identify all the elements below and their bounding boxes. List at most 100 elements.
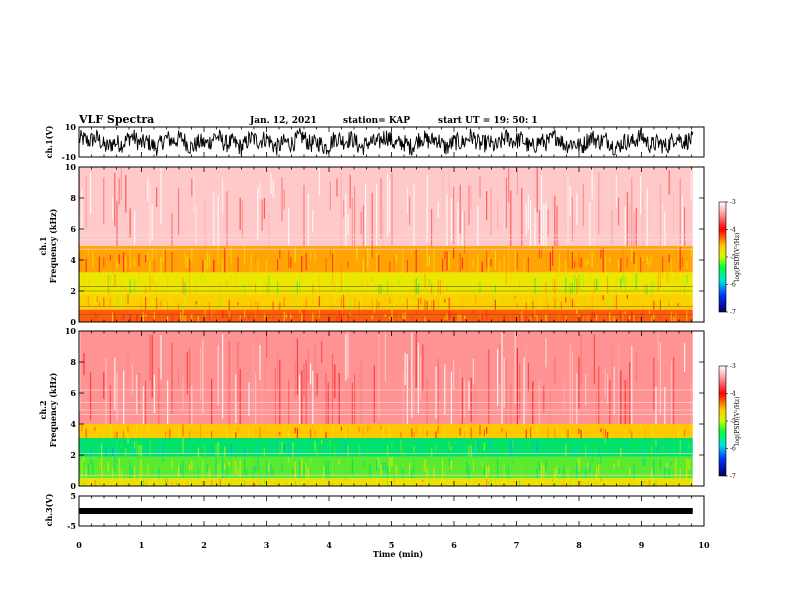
- spectral-streak: [182, 461, 184, 478]
- spectral-streak: [593, 312, 595, 318]
- spectral-streak: [202, 260, 204, 273]
- spectral-streak: [420, 438, 422, 449]
- spectral-streak: [501, 332, 503, 424]
- spectral-streak: [329, 462, 331, 478]
- spectral-streak: [158, 367, 160, 424]
- spectral-streak: [299, 445, 301, 457]
- spectral-streak: [367, 248, 369, 269]
- spectral-streak: [299, 310, 301, 314]
- spectral-streak: [536, 441, 538, 453]
- spectral-streak: [415, 310, 417, 314]
- spectral-streak: [178, 366, 180, 387]
- spectral-streak: [217, 246, 219, 266]
- spectral-streak: [197, 315, 199, 322]
- spectral-streak: [415, 333, 417, 388]
- spectral-streak: [244, 310, 246, 318]
- spectral-streak: [411, 332, 413, 418]
- spectral-streak: [147, 465, 149, 475]
- spectral-streak: [653, 199, 655, 247]
- spectral-streak: [530, 316, 532, 322]
- spectral-streak: [684, 283, 686, 295]
- spectral-streak: [514, 250, 516, 273]
- spectral-streak: [292, 467, 294, 476]
- spectral-streak: [466, 252, 468, 273]
- spectral-streak: [345, 193, 347, 247]
- spectral-streak: [191, 248, 193, 262]
- spectral-streak: [217, 427, 219, 434]
- spectral-streak: [129, 208, 131, 238]
- spectral-streak: [431, 447, 433, 457]
- spectral-streak: [567, 429, 569, 438]
- spectral-streak: [211, 273, 213, 291]
- spectral-streak: [338, 425, 340, 435]
- spectral-streak: [571, 252, 573, 269]
- spectral-streak: [226, 301, 228, 307]
- spectral-streak: [563, 430, 565, 438]
- spectral-streak: [125, 275, 127, 285]
- spectral-streak: [558, 281, 560, 295]
- spectral-streak: [153, 374, 155, 414]
- spectral-streak: [591, 168, 593, 200]
- spectral-streak: [310, 250, 312, 260]
- spectral-streak: [534, 443, 536, 450]
- spectral-streak: [248, 382, 250, 416]
- spectral-streak: [422, 424, 424, 437]
- spectral-streak: [503, 254, 505, 271]
- spectral-streak: [296, 338, 298, 395]
- spectral-streak: [87, 295, 89, 307]
- spectral-streak: [470, 378, 472, 423]
- spectral-streak: [129, 314, 131, 322]
- y-tick-label: 6: [70, 224, 76, 234]
- spectral-streak: [450, 371, 452, 424]
- spectral-streak: [530, 444, 532, 451]
- spectral-streak: [147, 251, 149, 261]
- spectral-streak: [686, 445, 688, 452]
- spectral-streak: [574, 301, 576, 309]
- spectral-streak: [629, 468, 631, 475]
- spectral-streak: [554, 468, 556, 479]
- spectral-streak: [204, 428, 206, 433]
- spectral-streak: [549, 316, 551, 322]
- spectral-streak: [547, 209, 549, 237]
- spectral-streak: [497, 448, 499, 457]
- spectral-streak: [351, 197, 353, 247]
- spectral-streak: [591, 297, 593, 310]
- spectral-streak: [224, 279, 226, 292]
- spectral-streak: [173, 278, 175, 284]
- spectral-streak: [582, 429, 584, 437]
- spectral-streak: [217, 481, 219, 486]
- spectral-streak: [281, 479, 283, 482]
- spectral-streak: [492, 441, 494, 447]
- spectral-streak: [149, 439, 151, 457]
- spectral-streak: [248, 459, 250, 465]
- spectral-streak: [171, 457, 173, 469]
- spectral-streak: [505, 447, 507, 455]
- spectral-streak: [426, 175, 428, 243]
- spectral-streak: [545, 252, 547, 263]
- spectral-streak: [519, 275, 521, 288]
- spectral-streak: [244, 246, 246, 266]
- spectral-streak: [431, 480, 433, 486]
- spectral-streak: [116, 439, 118, 457]
- spectral-streak: [373, 365, 375, 423]
- spectral-streak: [681, 276, 683, 288]
- spectral-streak: [424, 299, 426, 310]
- spectral-streak: [622, 311, 624, 322]
- spectral-streak: [202, 297, 204, 302]
- spectral-band: [79, 246, 693, 273]
- spectral-streak: [580, 302, 582, 310]
- spectral-streak: [81, 297, 83, 301]
- spectral-streak: [593, 279, 595, 295]
- spectral-streak: [411, 316, 413, 322]
- spectral-streak: [657, 273, 659, 291]
- spectral-streak: [406, 298, 408, 310]
- colorbar-label: log(PSD)(V²/Hz): [734, 397, 741, 446]
- spectral-streak: [486, 466, 488, 479]
- spectral-streak: [329, 248, 331, 258]
- start-time-label: start UT = 19: 50: 1: [438, 116, 538, 126]
- spectral-streak: [684, 207, 686, 247]
- spectral-streak: [497, 348, 499, 407]
- spectral-streak: [239, 302, 241, 310]
- spectral-streak: [648, 480, 650, 486]
- spectral-streak: [112, 448, 114, 456]
